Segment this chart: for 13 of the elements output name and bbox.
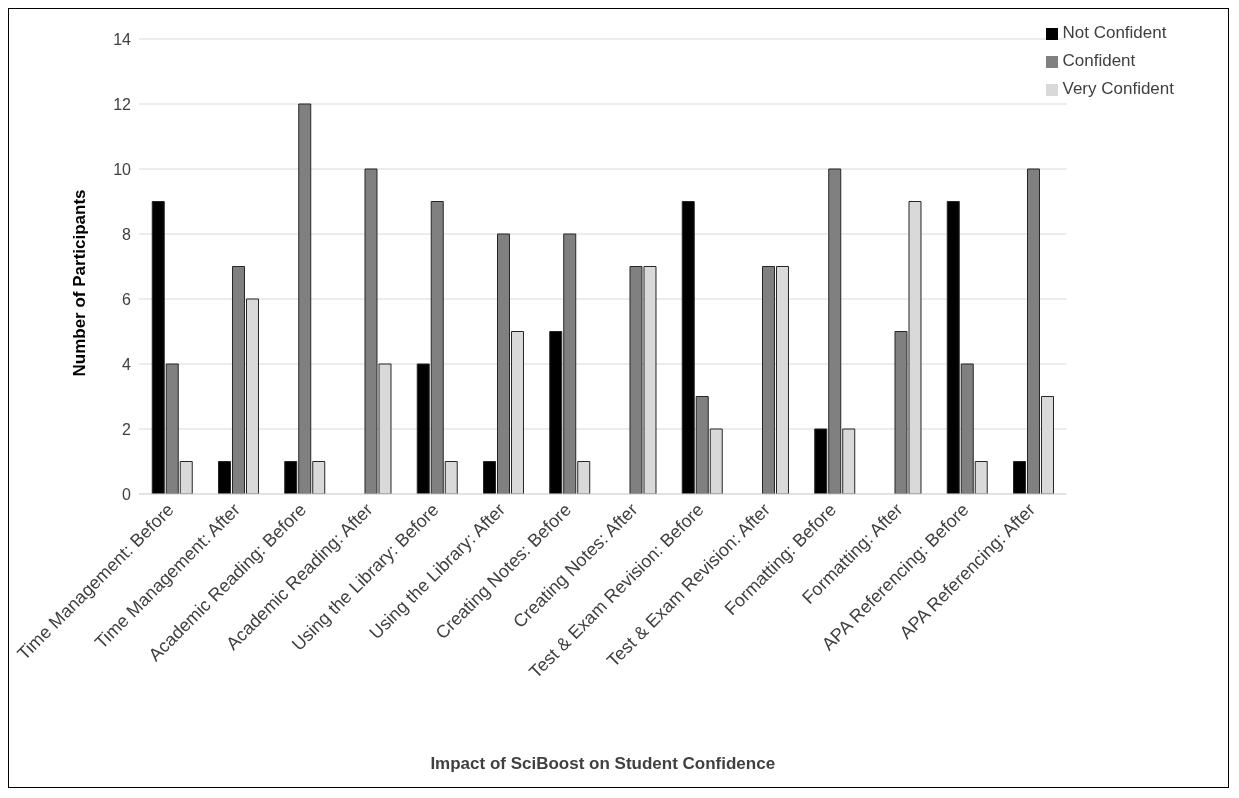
legend-label: Very Confident xyxy=(1062,79,1174,98)
x-axis-title: Impact of SciBoost on Student Confidence xyxy=(430,754,776,773)
y-tick-label: 14 xyxy=(113,30,132,48)
y-tick-label: 6 xyxy=(122,290,132,308)
legend-label: Not Confident xyxy=(1062,23,1167,42)
y-tick-label: 4 xyxy=(122,355,132,373)
y-tick-label: 8 xyxy=(122,225,132,243)
y-tick-label: 0 xyxy=(122,485,132,503)
y-tick-label: 10 xyxy=(113,160,132,178)
y-axis-title: Number of Participants xyxy=(70,189,90,377)
y-tick-label: 12 xyxy=(113,95,132,113)
y-tick-label: 2 xyxy=(122,420,132,438)
legend-label: Confident xyxy=(1062,51,1136,70)
